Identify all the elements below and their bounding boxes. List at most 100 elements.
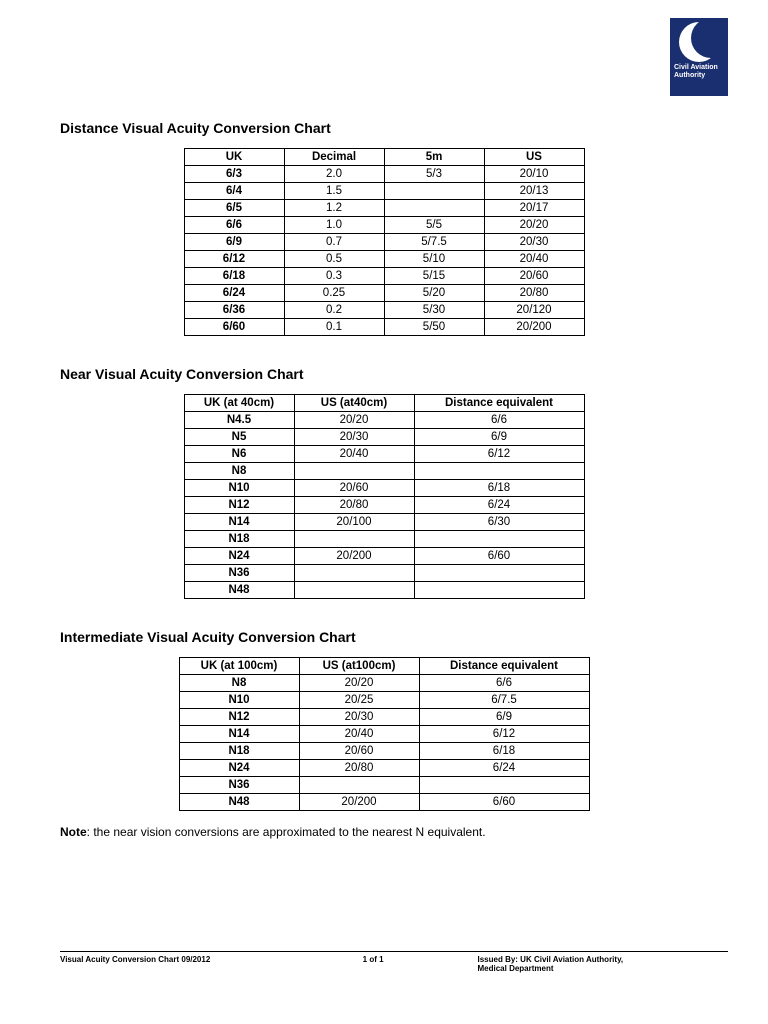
table-cell: 20/60 [484, 268, 584, 285]
table-cell: N14 [184, 514, 294, 531]
table-row: N8 [184, 463, 584, 480]
table-cell [414, 565, 584, 582]
table-cell: 5/5 [384, 217, 484, 234]
table-cell: 6/9 [414, 429, 584, 446]
table-cell: 6/18 [419, 743, 589, 760]
table-cell: 6/12 [414, 446, 584, 463]
logo-text: Civil Aviation Authority [670, 62, 728, 83]
caa-logo: Civil Aviation Authority [670, 18, 728, 96]
table-cell: N8 [179, 675, 299, 692]
table-cell: 6/24 [414, 497, 584, 514]
table-cell: 20/10 [484, 166, 584, 183]
table-cell [294, 565, 414, 582]
table-cell: 6/7.5 [419, 692, 589, 709]
table-row: N1020/256/7.5 [179, 692, 589, 709]
table-cell: N48 [184, 582, 294, 599]
logo-line2: Authority [674, 72, 705, 79]
distance-title: Distance Visual Acuity Conversion Chart [60, 120, 708, 136]
footer-right-l2: Medical Department [478, 964, 554, 973]
table-cell: N48 [179, 794, 299, 811]
table-cell: N10 [179, 692, 299, 709]
table-header: UK [184, 149, 284, 166]
distance-table: UKDecimal5mUS6/32.05/320/106/41.520/136/… [184, 148, 585, 336]
table-header: 5m [384, 149, 484, 166]
table-row: 6/90.75/7.520/30 [184, 234, 584, 251]
table-cell: 5/20 [384, 285, 484, 302]
table-cell: 5/7.5 [384, 234, 484, 251]
table-cell: 6/6 [184, 217, 284, 234]
table-row: 6/180.35/1520/60 [184, 268, 584, 285]
table-header: Distance equivalent [419, 658, 589, 675]
table-cell: 6/24 [419, 760, 589, 777]
table-cell: 6/6 [414, 412, 584, 429]
table-cell: 20/80 [299, 760, 419, 777]
table-row: 6/61.05/520/20 [184, 217, 584, 234]
table-cell: 20/30 [299, 709, 419, 726]
table-row: N2420/2006/60 [184, 548, 584, 565]
table-cell: N4.5 [184, 412, 294, 429]
table-cell [384, 183, 484, 200]
table-cell: N18 [179, 743, 299, 760]
table-header: Decimal [284, 149, 384, 166]
page-body: Distance Visual Acuity Conversion Chart … [0, 0, 768, 839]
table-row: N4.520/206/6 [184, 412, 584, 429]
table-cell: 6/18 [414, 480, 584, 497]
table-header: UK (at 100cm) [179, 658, 299, 675]
table-cell: 20/60 [299, 743, 419, 760]
table-cell: N12 [184, 497, 294, 514]
footer-right-l1: Issued By: UK Civil Aviation Authority, [478, 955, 624, 964]
table-cell: 1.2 [284, 200, 384, 217]
table-cell: N18 [184, 531, 294, 548]
table-row: 6/240.255/2020/80 [184, 285, 584, 302]
table-cell: 6/3 [184, 166, 284, 183]
table-cell: 0.7 [284, 234, 384, 251]
table-row: N820/206/6 [179, 675, 589, 692]
table-cell: 6/18 [184, 268, 284, 285]
page-footer: Visual Acuity Conversion Chart 09/2012 1… [60, 951, 728, 974]
table-cell: 6/6 [419, 675, 589, 692]
table-cell: 2.0 [284, 166, 384, 183]
table-cell: 5/50 [384, 319, 484, 336]
table-row: N36 [184, 565, 584, 582]
table-cell: N24 [179, 760, 299, 777]
table-cell: 20/17 [484, 200, 584, 217]
table-cell: 5/15 [384, 268, 484, 285]
table-cell: 20/13 [484, 183, 584, 200]
table-cell: 20/20 [484, 217, 584, 234]
table-cell: 0.3 [284, 268, 384, 285]
table-cell: 20/30 [484, 234, 584, 251]
table-cell: 20/60 [294, 480, 414, 497]
near-title: Near Visual Acuity Conversion Chart [60, 366, 708, 382]
footer-right: Issued By: UK Civil Aviation Authority, … [478, 955, 729, 974]
table-row: N48 [184, 582, 584, 599]
table-cell: 5/30 [384, 302, 484, 319]
table-cell: 0.25 [284, 285, 384, 302]
table-cell [294, 531, 414, 548]
intermediate-table: UK (at 100cm)US (at100cm)Distance equiva… [179, 657, 590, 811]
table-row: N1220/806/24 [184, 497, 584, 514]
table-header: UK (at 40cm) [184, 395, 294, 412]
table-row: 6/32.05/320/10 [184, 166, 584, 183]
table-cell: N6 [184, 446, 294, 463]
table-row: 6/51.220/17 [184, 200, 584, 217]
table-cell: 20/20 [299, 675, 419, 692]
table-cell [414, 582, 584, 599]
table-cell: N24 [184, 548, 294, 565]
table-row: N520/306/9 [184, 429, 584, 446]
table-cell: 20/100 [294, 514, 414, 531]
table-row: 6/41.520/13 [184, 183, 584, 200]
near-table: UK (at 40cm)US (at40cm)Distance equivale… [184, 394, 585, 599]
note-text: : the near vision conversions are approx… [87, 825, 486, 839]
table-cell: 20/120 [484, 302, 584, 319]
table-cell [414, 531, 584, 548]
logo-moon-icon [679, 22, 719, 62]
table-cell [294, 582, 414, 599]
note: Note: the near vision conversions are ap… [60, 825, 708, 839]
table-row: 6/120.55/1020/40 [184, 251, 584, 268]
table-cell: 6/9 [419, 709, 589, 726]
table-cell: N36 [179, 777, 299, 794]
table-cell: 0.5 [284, 251, 384, 268]
logo-line1: Civil Aviation [674, 64, 718, 71]
table-cell: 20/30 [294, 429, 414, 446]
table-cell: N12 [179, 709, 299, 726]
